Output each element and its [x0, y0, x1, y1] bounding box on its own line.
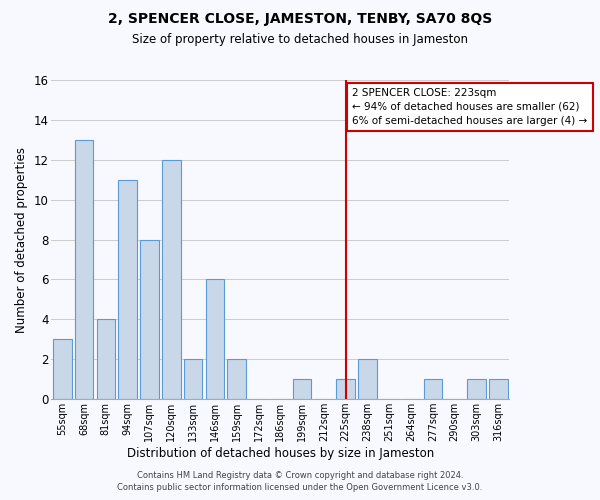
- Bar: [140, 240, 159, 399]
- Bar: [293, 379, 311, 399]
- Bar: [162, 160, 181, 399]
- Text: 2 SPENCER CLOSE: 223sqm
← 94% of detached houses are smaller (62)
6% of semi-det: 2 SPENCER CLOSE: 223sqm ← 94% of detache…: [352, 88, 587, 126]
- Bar: [358, 360, 377, 399]
- Bar: [424, 379, 442, 399]
- Bar: [97, 320, 115, 399]
- Y-axis label: Number of detached properties: Number of detached properties: [15, 146, 28, 332]
- Bar: [467, 379, 486, 399]
- Bar: [489, 379, 508, 399]
- Text: Contains HM Land Registry data © Crown copyright and database right 2024.
Contai: Contains HM Land Registry data © Crown c…: [118, 471, 482, 492]
- Bar: [184, 360, 202, 399]
- Text: Size of property relative to detached houses in Jameston: Size of property relative to detached ho…: [132, 32, 468, 46]
- Bar: [75, 140, 94, 399]
- Bar: [227, 360, 246, 399]
- Bar: [118, 180, 137, 399]
- X-axis label: Distribution of detached houses by size in Jameston: Distribution of detached houses by size …: [127, 447, 434, 460]
- Text: 2, SPENCER CLOSE, JAMESTON, TENBY, SA70 8QS: 2, SPENCER CLOSE, JAMESTON, TENBY, SA70 …: [108, 12, 492, 26]
- Bar: [206, 280, 224, 399]
- Bar: [337, 379, 355, 399]
- Bar: [53, 340, 71, 399]
